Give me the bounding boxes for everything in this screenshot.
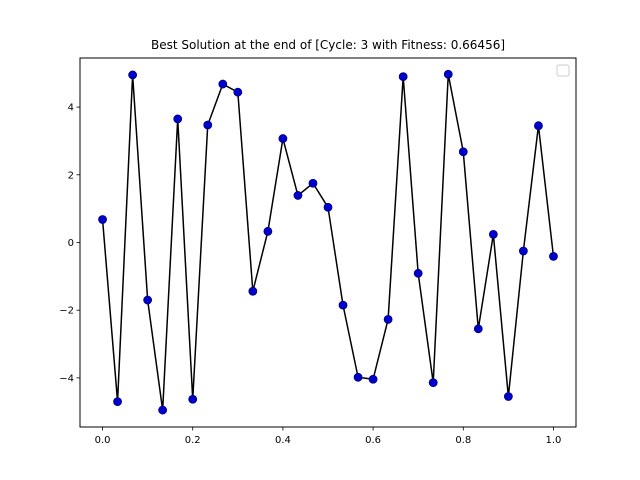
legend-box [556,64,570,77]
data-point [323,202,333,212]
data-point [383,314,393,324]
chart-title: Best Solution at the end of [Cycle: 3 wi… [151,38,505,52]
data-point [128,70,138,80]
data-point [413,268,423,278]
data-point [338,300,348,310]
y-tick-label: −2 [59,306,74,317]
data-point [248,286,258,296]
data-point [473,324,483,334]
x-tick-label: 0.2 [185,435,201,446]
data-point [158,405,168,415]
data-point [428,378,438,388]
data-point [218,79,228,89]
x-tick-label: 0.6 [365,435,381,446]
x-tick-label: 0.0 [95,435,111,446]
data-point [233,87,243,97]
data-point [173,114,183,124]
data-point [113,397,122,407]
data-point [443,69,453,79]
axes: 0.0 0.2 0.4 0.6 0.8 1.0 −4 −2 0 2 4 [59,103,561,446]
x-tick-label: 0.4 [275,435,291,446]
data-point [293,191,303,200]
x-tick-label: 1.0 [546,435,562,446]
data-point [143,295,153,305]
data-point [353,372,363,382]
data-point [278,134,288,143]
plot-area [98,69,558,415]
data-point [308,178,318,188]
data-point [534,121,543,131]
data-point [503,392,513,401]
data-point [368,374,378,384]
data-point [98,215,107,224]
y-tick-label: 4 [68,103,74,114]
data-point [203,120,213,130]
data-point [458,147,468,157]
data-point [398,72,408,82]
y-tick-label: 0 [68,238,74,249]
data-point [518,246,528,256]
data-point [188,394,198,404]
data-point [263,226,273,236]
data-point [488,229,498,239]
y-tick-label: 2 [68,170,74,181]
data-point [549,251,558,261]
x-tick-label: 0.8 [455,435,471,446]
y-tick-label: −4 [59,373,74,384]
